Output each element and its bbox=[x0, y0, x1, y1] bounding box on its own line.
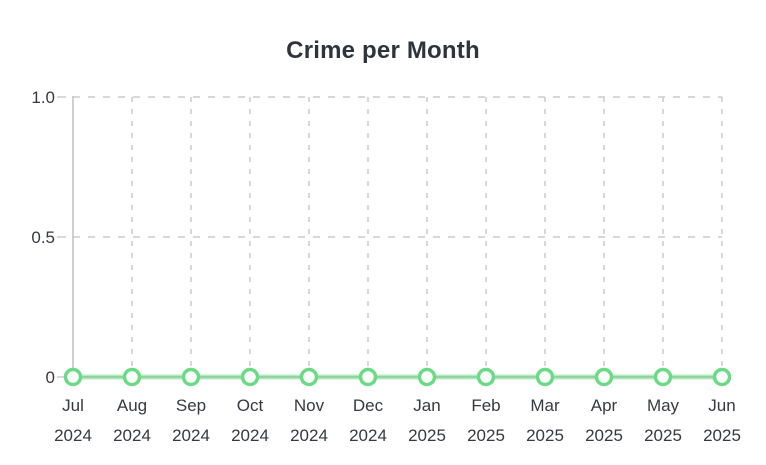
data-point-marker bbox=[181, 367, 201, 387]
x-axis-year-label: 2024 bbox=[290, 426, 328, 445]
x-axis-month-label: Feb bbox=[471, 396, 500, 415]
x-axis-month-label: May bbox=[647, 396, 680, 415]
data-point-marker bbox=[63, 367, 83, 387]
data-point-marker bbox=[594, 367, 614, 387]
x-axis-year-label: 2024 bbox=[231, 426, 269, 445]
data-point-marker bbox=[535, 367, 555, 387]
data-point-marker bbox=[476, 367, 496, 387]
x-axis-year-label: 2025 bbox=[644, 426, 682, 445]
x-axis-month-label: Dec bbox=[353, 396, 384, 415]
x-axis-month-label: Apr bbox=[591, 396, 618, 415]
x-axis-year-label: 2025 bbox=[408, 426, 446, 445]
x-axis-year-label: 2024 bbox=[54, 426, 92, 445]
x-axis-year-label: 2025 bbox=[526, 426, 564, 445]
data-point-marker bbox=[358, 367, 378, 387]
y-axis-tick-label: 0.5 bbox=[31, 228, 55, 247]
x-axis-year-label: 2024 bbox=[113, 426, 151, 445]
data-point-marker bbox=[653, 367, 673, 387]
data-point-marker bbox=[122, 367, 142, 387]
data-point-marker bbox=[417, 367, 437, 387]
data-point-marker bbox=[240, 367, 260, 387]
x-axis-month-label: Jul bbox=[62, 396, 84, 415]
x-axis-year-label: 2024 bbox=[349, 426, 387, 445]
x-axis-year-label: 2025 bbox=[703, 426, 741, 445]
x-axis-month-label: Oct bbox=[237, 396, 264, 415]
x-axis-month-label: Mar bbox=[530, 396, 560, 415]
y-axis-tick-label: 1.0 bbox=[31, 88, 55, 107]
x-axis-year-label: 2025 bbox=[467, 426, 505, 445]
x-axis-year-label: 2024 bbox=[172, 426, 210, 445]
x-axis-month-label: Sep bbox=[176, 396, 206, 415]
y-axis-tick-label: 0 bbox=[46, 368, 55, 387]
data-point-marker bbox=[712, 367, 732, 387]
data-point-marker bbox=[299, 367, 319, 387]
chart-title: Crime per Month bbox=[286, 37, 480, 64]
x-axis-month-label: Nov bbox=[294, 396, 325, 415]
x-axis-month-label: Jan bbox=[413, 396, 440, 415]
x-axis-year-label: 2025 bbox=[585, 426, 623, 445]
x-axis-month-label: Jun bbox=[708, 396, 735, 415]
x-axis-month-label: Aug bbox=[117, 396, 147, 415]
